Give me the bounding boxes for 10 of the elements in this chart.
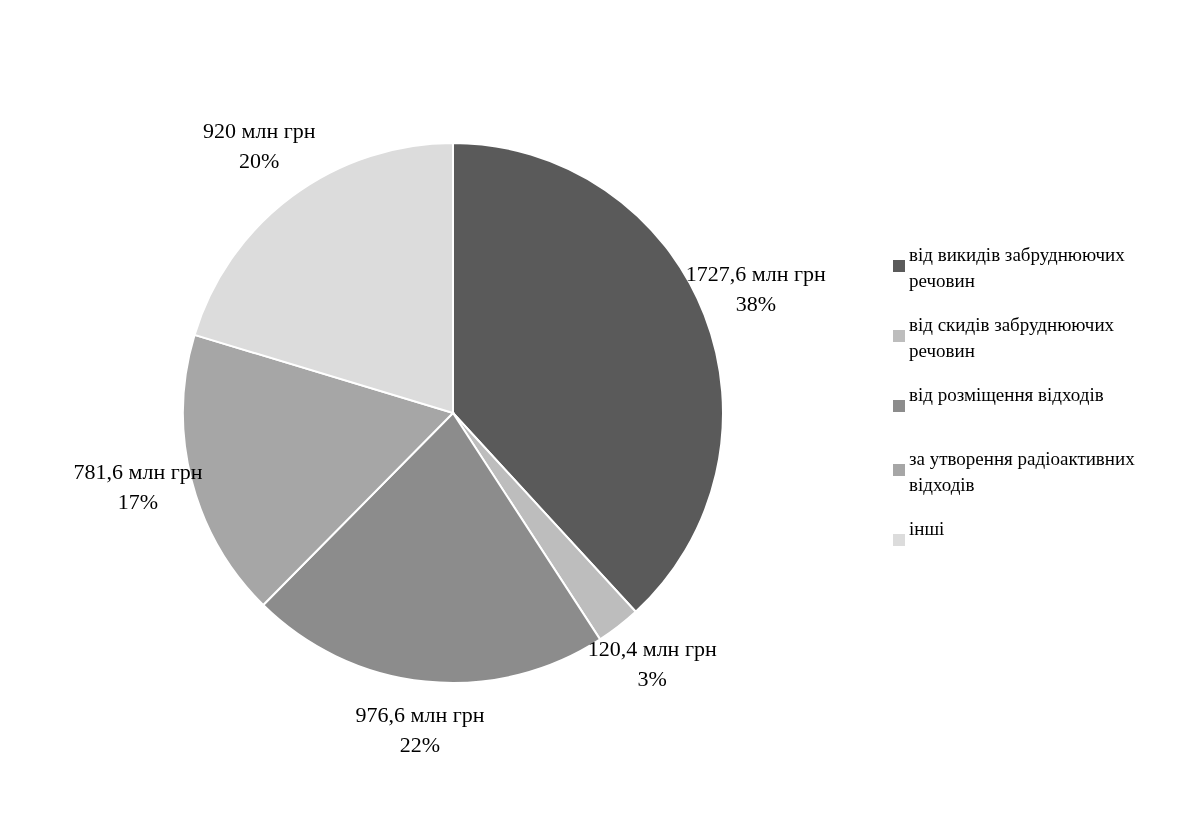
legend-label: від викидів забруднюючих речовин: [909, 242, 1126, 293]
legend-label: інші: [909, 516, 946, 541]
data-label: 120,4 млн грн 3%: [587, 635, 717, 691]
data-label: 976,6 млн грн 22%: [355, 702, 485, 758]
legend-label: від розміщення відходів: [909, 382, 1105, 407]
data-label: 920 млн грн 20%: [203, 118, 316, 174]
data-label: 1727,6 млн грн 38%: [685, 260, 827, 316]
legend-label: за утворення радіоактивних відходів: [909, 446, 1136, 497]
legend-label: від скидів забруднюючих речовин: [909, 312, 1116, 363]
data-label: 781,6 млн грн 17%: [73, 459, 203, 515]
